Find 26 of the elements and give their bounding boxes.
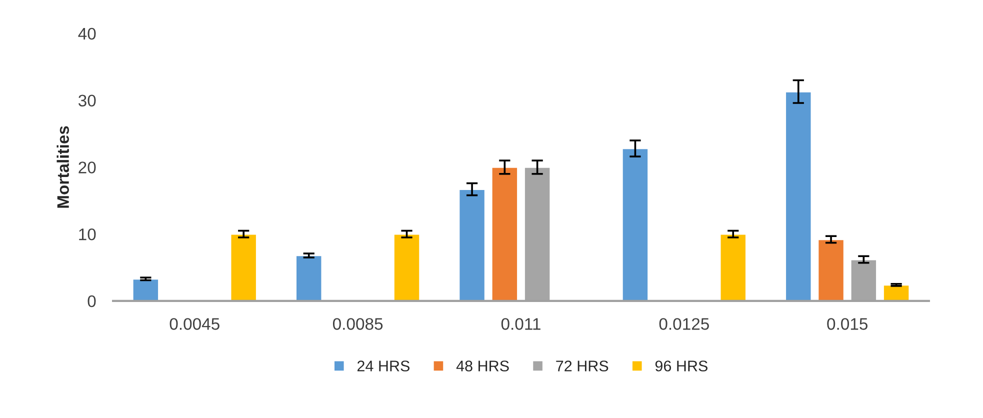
bar <box>393 233 421 301</box>
bar <box>882 284 910 301</box>
y-tick-label: 0 <box>88 295 96 308</box>
bar <box>490 166 518 301</box>
y-tick-label: 30 <box>78 94 96 107</box>
bar <box>817 238 845 301</box>
x-tick-label: 0.011 <box>501 318 540 330</box>
legend-label: 72 HRS <box>556 360 608 372</box>
x-tick-label: 0.015 <box>827 318 868 330</box>
bar <box>784 90 812 301</box>
legend-label: 96 HRS <box>655 360 708 372</box>
y-tick-label: 20 <box>78 162 96 174</box>
y-axis-title: Mortalities <box>56 126 69 208</box>
legend-label: 48 HRS <box>456 360 509 372</box>
bar <box>719 233 747 301</box>
y-tick-label: 40 <box>78 28 96 40</box>
bar <box>621 148 649 301</box>
legend-label: 24 HRS <box>357 360 410 372</box>
x-tick-label: 0.0045 <box>170 318 220 330</box>
bar <box>295 254 323 301</box>
bar <box>458 188 486 301</box>
x-tick-label: 0.0125 <box>659 318 709 330</box>
bar <box>132 278 160 301</box>
x-tick-label: 0.0085 <box>332 318 383 330</box>
y-tick-label: 10 <box>79 228 96 240</box>
bar <box>230 233 258 301</box>
